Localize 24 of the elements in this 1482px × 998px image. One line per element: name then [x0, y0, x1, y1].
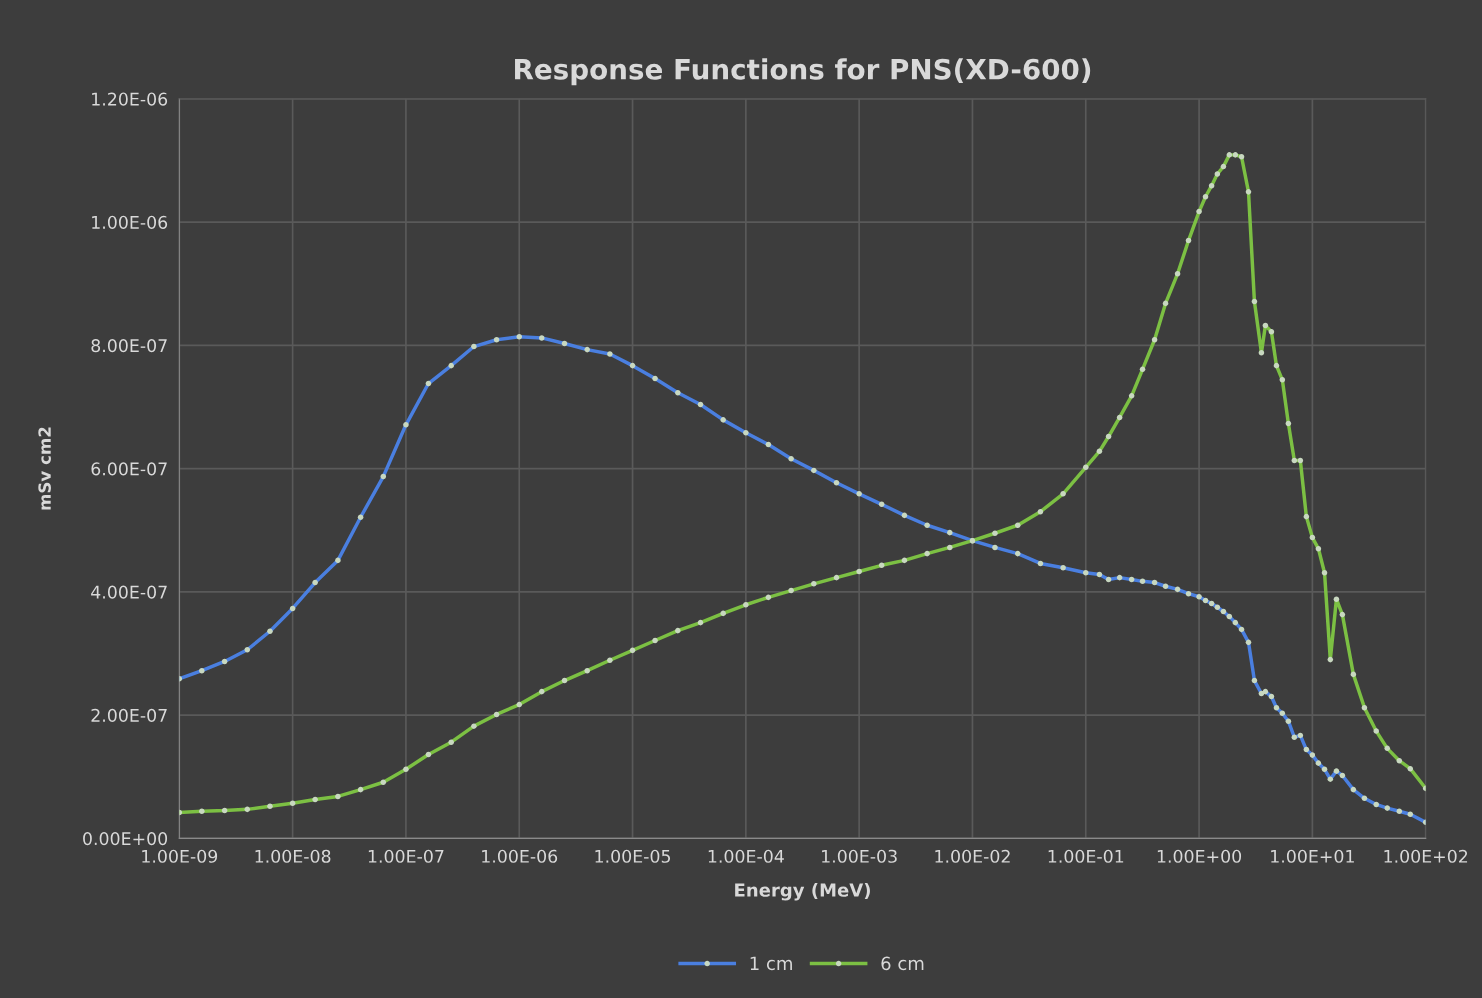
x-tick-label: 1.00E-03	[822, 849, 897, 863]
y-tick-label: 1.00E-06	[92, 215, 168, 229]
legend-label: 6 cm	[881, 956, 924, 971]
x-tick-label: 1.00E-02	[935, 849, 1010, 863]
x-tick-label: 1.00E-07	[368, 849, 444, 863]
y-tick-label: 8.00E-07	[91, 339, 167, 353]
y-tick-label: 1.20E-06	[92, 92, 168, 106]
x-tick-label: 1.00E+02	[1384, 849, 1468, 863]
y-tick-label: 2.00E-07	[91, 708, 167, 722]
y-axis-title: mSv cm2	[38, 427, 51, 510]
x-tick-label: 1.00E-08	[255, 849, 331, 863]
x-tick-label: 1.00E-04	[708, 849, 784, 863]
y-tick-label: 6.00E-07	[91, 462, 167, 476]
x-tick-label: 1.00E-05	[595, 849, 671, 863]
x-tick-label: 1.00E+00	[1157, 849, 1242, 863]
x-axis-title: Energy (MeV)	[735, 882, 870, 901]
y-tick-label: 0.00E+00	[83, 832, 168, 846]
x-tick-label: 1.00E+01	[1271, 849, 1354, 863]
legend-label: 1 cm	[750, 956, 792, 971]
x-tick-label: 1.00E-09	[142, 849, 218, 863]
chart-title: Response Functions for PNS(XD-600)	[515, 58, 1091, 86]
y-tick-label: 4.00E-07	[91, 585, 167, 599]
x-tick-label: 1.00E-06	[482, 849, 558, 863]
x-tick-label: 1.00E-01	[1048, 849, 1124, 863]
